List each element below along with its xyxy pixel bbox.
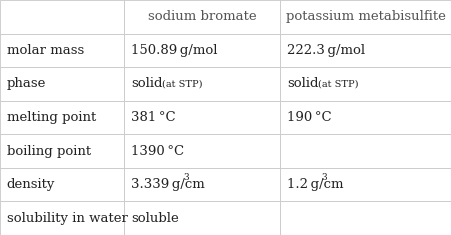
Bar (280, 0, 451, 34)
Bar (280, 34, 451, 67)
Bar (0, 201, 124, 235)
Text: sodium bromate: sodium bromate (147, 10, 256, 23)
Text: (at STP): (at STP) (317, 79, 358, 88)
Text: phase: phase (7, 77, 46, 90)
Text: boiling point: boiling point (7, 145, 91, 158)
Bar (280, 134, 451, 168)
Text: 190 °C: 190 °C (286, 111, 331, 124)
Bar (124, 134, 280, 168)
Text: 1390 °C: 1390 °C (131, 145, 184, 158)
Bar (0, 168, 124, 201)
Text: 3.339 g/cm: 3.339 g/cm (131, 178, 204, 191)
Bar (0, 134, 124, 168)
Text: 1.2 g/cm: 1.2 g/cm (286, 178, 343, 191)
Bar (124, 168, 280, 201)
Text: 150.89 g/mol: 150.89 g/mol (131, 44, 217, 57)
Bar (0, 34, 124, 67)
Text: molar mass: molar mass (7, 44, 84, 57)
Bar (124, 101, 280, 134)
Bar (124, 201, 280, 235)
Text: 3: 3 (183, 173, 188, 182)
Text: (at STP): (at STP) (161, 79, 202, 88)
Bar (124, 34, 280, 67)
Text: soluble: soluble (131, 212, 179, 225)
Bar (280, 67, 451, 101)
Bar (124, 0, 280, 34)
Text: 222.3 g/mol: 222.3 g/mol (286, 44, 364, 57)
Text: solubility in water: solubility in water (7, 212, 127, 225)
Text: potassium metabisulfite: potassium metabisulfite (285, 10, 445, 23)
Text: melting point: melting point (7, 111, 96, 124)
Bar (0, 101, 124, 134)
Text: solid: solid (131, 77, 162, 90)
Bar (280, 168, 451, 201)
Text: density: density (7, 178, 55, 191)
Bar (124, 67, 280, 101)
Bar (280, 201, 451, 235)
Text: 3: 3 (320, 173, 326, 182)
Bar (0, 0, 124, 34)
Text: 381 °C: 381 °C (131, 111, 175, 124)
Bar (0, 67, 124, 101)
Bar (280, 101, 451, 134)
Text: solid: solid (286, 77, 318, 90)
